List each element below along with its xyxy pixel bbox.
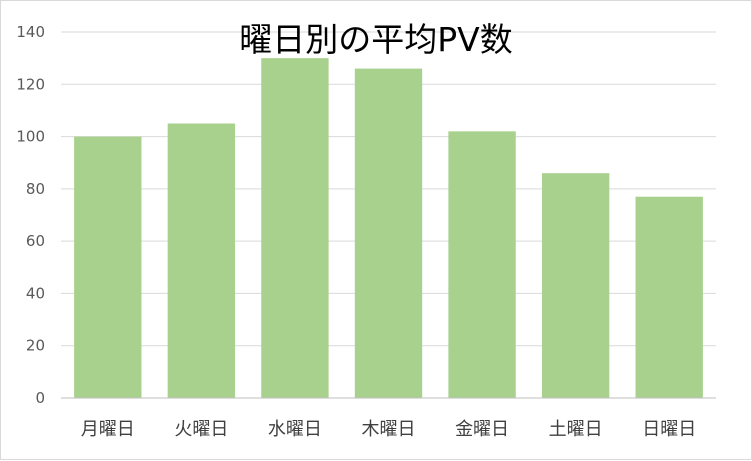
chart-title: 曜日別の平均PV数 [239, 20, 512, 59]
bar [261, 58, 329, 399]
y-tick-label: 40 [26, 284, 45, 302]
bar [635, 196, 703, 398]
bar [354, 68, 423, 398]
x-tick-label: 火曜日 [174, 419, 228, 440]
bars [74, 58, 703, 399]
y-tick-label: 80 [26, 180, 45, 198]
y-tick-label: 20 [26, 337, 45, 355]
x-tick-label: 日曜日 [642, 419, 696, 440]
bar [541, 173, 610, 398]
x-tick-label: 月曜日 [81, 419, 135, 440]
bar [448, 131, 516, 399]
bar [74, 136, 142, 399]
x-tick-label: 木曜日 [362, 419, 416, 440]
y-tick-label: 120 [16, 75, 45, 93]
y-tick-label: 60 [26, 232, 45, 250]
y-tick-label: 140 [16, 23, 45, 41]
x-tick-labels: 月曜日 火曜日 水曜日 木曜日 金曜日 土曜日 日曜日 [81, 419, 696, 440]
x-tick-label: 土曜日 [549, 419, 603, 440]
y-tick-labels: 0 20 40 60 80 100 120 140 [16, 23, 45, 407]
y-tick-label: 100 [16, 128, 45, 146]
x-tick-label: 金曜日 [455, 419, 509, 440]
x-tick-label: 水曜日 [268, 419, 322, 440]
bar [167, 123, 236, 398]
y-tick-label: 0 [35, 389, 45, 407]
